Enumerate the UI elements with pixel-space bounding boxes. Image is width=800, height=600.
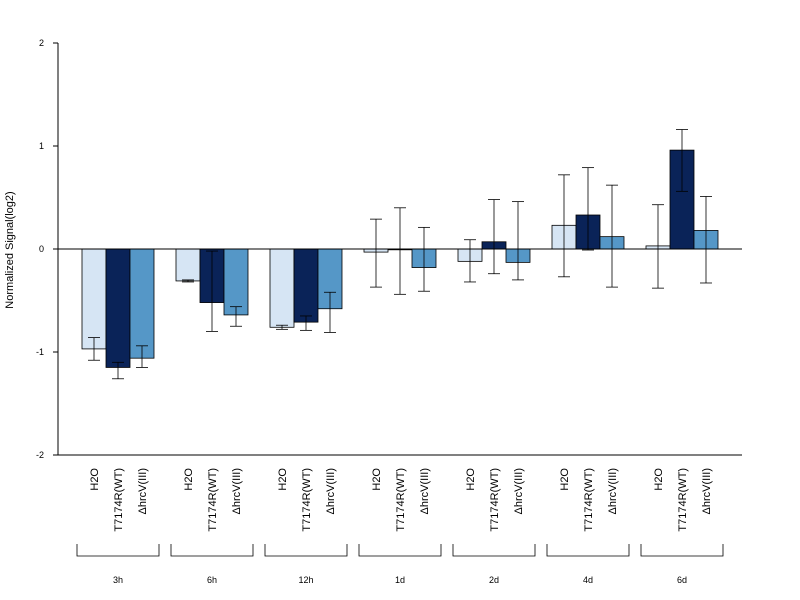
x-tick-label: ΔhrcV(III) [137, 468, 149, 514]
y-axis: 2 1 0 -1 -2 [36, 38, 59, 460]
x-tick-label: T7174R(WT) [583, 468, 595, 532]
y-tick-label: 2 [39, 38, 44, 48]
group-bracket [358, 544, 442, 557]
group-label: 2d [489, 575, 499, 585]
bar [223, 248, 249, 316]
group-label: 12h [298, 575, 313, 585]
error-bars [88, 129, 712, 380]
x-tick-label: T7174R(WT) [113, 468, 125, 532]
y-tick-label: 1 [39, 141, 44, 151]
bar [81, 248, 107, 350]
x-tick-label: H2O [277, 468, 289, 491]
group-bracket [170, 544, 254, 557]
x-tick-label: H2O [183, 468, 195, 491]
x-tick-label: T7174R(WT) [207, 468, 219, 532]
y-tick-label: -1 [36, 347, 44, 357]
x-tick-label: ΔhrcV(III) [513, 468, 525, 514]
group-label: 6d [677, 575, 687, 585]
x-tick-label: H2O [559, 468, 571, 491]
x-tick-label: ΔhrcV(III) [607, 468, 619, 514]
x-tick-labels: H2O T7174R(WT) ΔhrcV(III) H2O T7174R(WT) Δhrc… [89, 468, 713, 532]
group-bracket [264, 544, 348, 557]
x-tick-label: H2O [89, 468, 101, 491]
bar [175, 248, 201, 282]
group-bracket [76, 544, 160, 557]
x-tick-label: H2O [653, 468, 665, 491]
group-bracket [452, 544, 536, 557]
x-tick-label: ΔhrcV(III) [701, 468, 713, 514]
x-tick-label: T7174R(WT) [489, 468, 501, 532]
x-tick-label: H2O [371, 468, 383, 491]
group-bracket [546, 544, 630, 557]
group-bracket [640, 544, 724, 557]
group-label: 1d [395, 575, 405, 585]
x-tick-label: ΔhrcV(III) [231, 468, 243, 514]
group-label: 4d [583, 575, 593, 585]
x-tick-label: ΔhrcV(III) [419, 468, 431, 514]
x-tick-label: ΔhrcV(III) [325, 468, 337, 514]
x-tick-label: H2O [465, 468, 477, 491]
group-label: 3h [113, 575, 123, 585]
y-tick-label: 0 [39, 244, 44, 254]
x-tick-label: T7174R(WT) [395, 468, 407, 532]
y-tick-label: -2 [36, 450, 44, 460]
group-label: 6h [207, 575, 217, 585]
bar [129, 248, 155, 359]
bar [105, 248, 131, 368]
x-tick-label: T7174R(WT) [301, 468, 313, 532]
bar [269, 248, 295, 328]
x-tick-label: T7174R(WT) [677, 468, 689, 532]
y-axis-label: Normalized Signal(log2) [4, 191, 16, 308]
bar [293, 248, 319, 323]
group-brackets: 3h 6h 12h 1d 2d 4d 6d [76, 544, 724, 585]
